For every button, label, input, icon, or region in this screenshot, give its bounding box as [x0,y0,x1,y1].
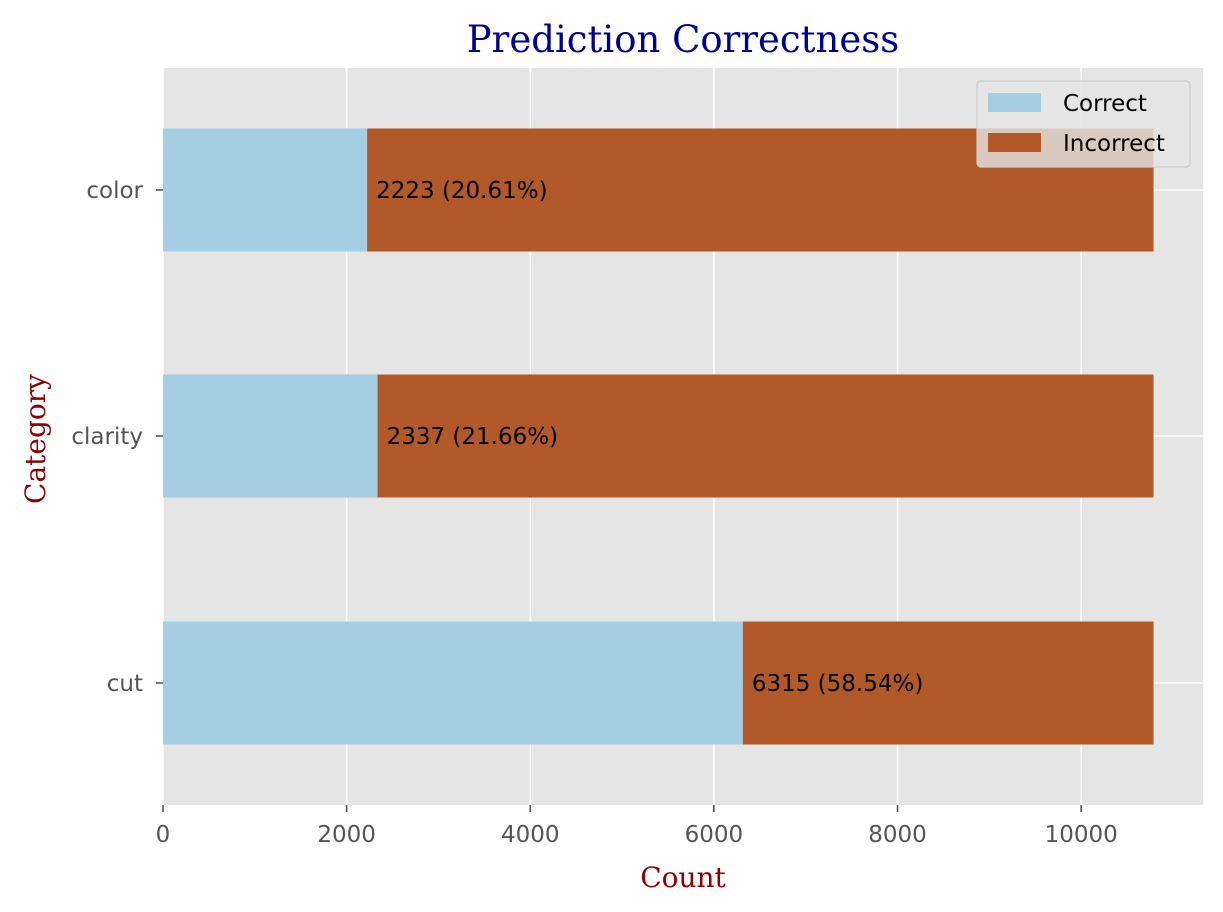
x-axis: 0 2000 4000 6000 8000 10000 [156,805,1118,848]
data-label-cut: 6315 (58.54%) [752,671,924,697]
bar-incorrect-cut [742,621,1154,745]
y-axis-label: Category [19,374,52,504]
x-tick-label: 0 [156,822,171,848]
bar-correct-cut [163,621,743,745]
x-axis-label: Count [640,861,726,894]
data-label-clarity: 2337 (21.66%) [387,424,559,450]
legend-label-correct: Correct [1063,91,1147,117]
x-tick-label: 8000 [868,822,927,848]
x-tick-label: 2000 [317,822,376,848]
x-tick-label: 4000 [501,822,560,848]
x-tick-label: 6000 [685,822,744,848]
y-tick-label: clarity [71,424,143,450]
y-tick-label: cut [107,671,143,697]
legend-swatch-correct [988,93,1041,112]
legend: Correct Incorrect [976,80,1191,168]
bar-correct-clarity [163,374,378,498]
bar-incorrect-clarity [377,374,1154,498]
legend-swatch-incorrect [988,133,1041,152]
chart-title: Prediction Correctness [467,18,899,61]
data-labels: 6315 (58.54%) 2337 (21.66%) 2223 (20.61%) [376,178,923,697]
y-tick-label: color [86,178,143,204]
x-tick-label: 10000 [1045,822,1118,848]
bars [163,128,1154,745]
legend-label-incorrect: Incorrect [1063,131,1165,157]
y-axis: cut clarity color [71,178,163,697]
data-label-color: 2223 (20.61%) [376,178,548,204]
bar-correct-color [163,128,368,252]
